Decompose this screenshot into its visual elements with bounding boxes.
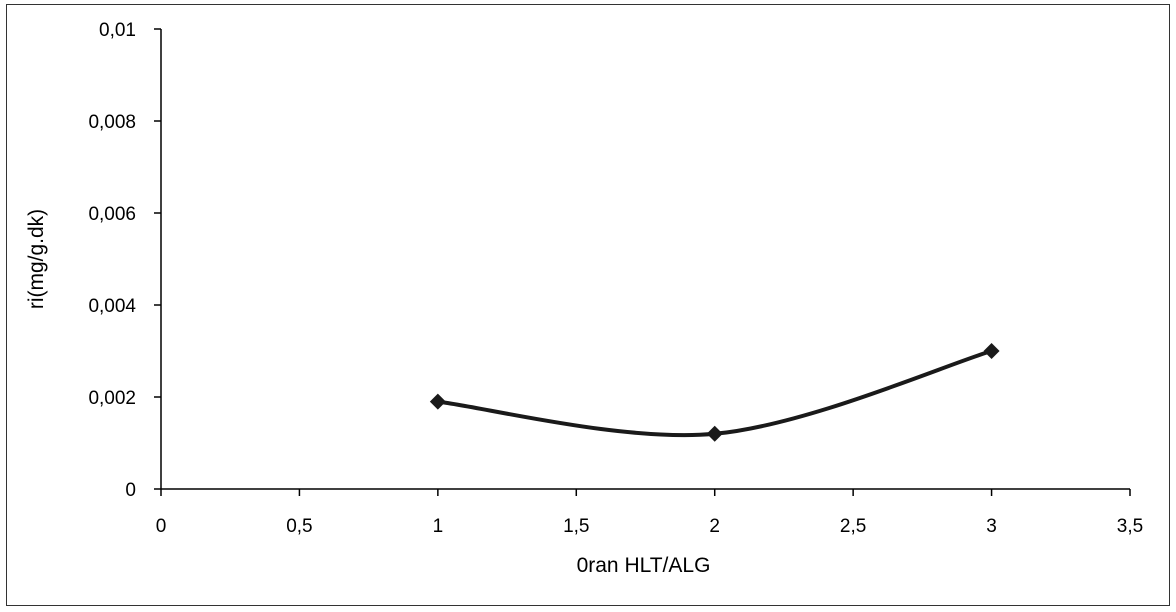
x-tick-label: 2	[709, 516, 720, 537]
data-point-diamond	[984, 343, 1000, 359]
x-tick-label: 0	[156, 516, 167, 537]
x-tick-label: 1	[433, 516, 444, 537]
x-tick-label: 3,5	[1117, 516, 1143, 537]
series-line	[438, 351, 992, 435]
y-tick-label: 0,008	[88, 112, 136, 133]
x-tick-label: 0,5	[286, 516, 312, 537]
y-axis-title: ri(mg/g.dk)	[25, 209, 48, 309]
y-tick-label: 0	[125, 480, 136, 501]
x-tick-label: 1,5	[563, 516, 589, 537]
y-tick-label: 0,004	[88, 296, 136, 317]
data-point-diamond	[430, 394, 446, 410]
x-tick-label: 3	[986, 516, 997, 537]
y-tick-label: 0,002	[88, 388, 136, 409]
x-tick-label: 2,5	[840, 516, 866, 537]
x-axis-title: 0ran HLT/ALG	[577, 554, 711, 577]
y-tick-label: 0,01	[99, 20, 136, 41]
y-tick-label: 0,006	[88, 204, 136, 225]
data-point-diamond	[707, 426, 723, 442]
